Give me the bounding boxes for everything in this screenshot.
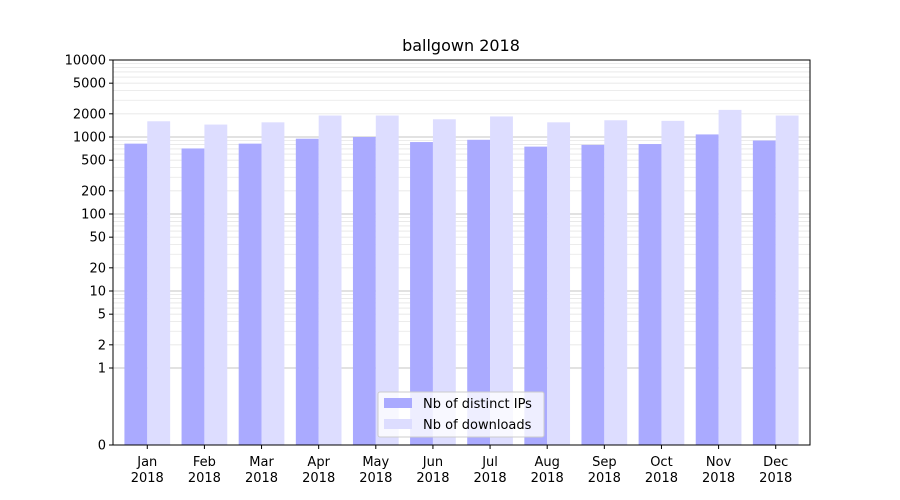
x-tick-label-month: Oct xyxy=(650,455,672,470)
plot-area xyxy=(112,59,811,446)
bar-downloads xyxy=(490,116,513,445)
x-tick-label-year: 2018 xyxy=(531,471,564,486)
y-tick-label: 5 xyxy=(98,308,106,323)
bar-ips xyxy=(352,137,376,445)
x-tick-label-year: 2018 xyxy=(645,471,678,486)
x-tick-label-year: 2018 xyxy=(702,471,735,486)
x-tick-label-year: 2018 xyxy=(474,471,507,486)
x-tick-label-month: May xyxy=(362,455,389,470)
x-axis: Jan2018Feb2018Mar2018Apr2018May2018Jun20… xyxy=(131,445,792,486)
chart-title: ballgown 2018 xyxy=(402,36,520,55)
bar-ips xyxy=(295,138,319,446)
y-tick-label: 1 xyxy=(98,362,106,377)
y-tick-label: 50 xyxy=(89,231,106,246)
bar-downloads xyxy=(261,122,285,446)
x-tick-label-month: Mar xyxy=(249,455,274,470)
x-tick-label-year: 2018 xyxy=(359,471,392,486)
y-tick-label: 5000 xyxy=(73,77,106,92)
bar-ips xyxy=(524,146,548,445)
y-tick-label: 100 xyxy=(81,208,106,223)
y-tick-label: 500 xyxy=(81,154,106,169)
x-tick-label-month: Aug xyxy=(535,455,560,470)
bar-downloads xyxy=(547,122,571,446)
x-tick-label-month: Feb xyxy=(193,455,216,470)
y-tick-label: 2 xyxy=(98,338,106,353)
bar-ips xyxy=(581,144,605,445)
x-tick-label-year: 2018 xyxy=(131,471,164,486)
legend-label: Nb of distinct IPs xyxy=(423,397,532,412)
x-tick-label-year: 2018 xyxy=(759,471,792,486)
legend-label: Nb of downloads xyxy=(423,418,532,433)
x-tick-label-year: 2018 xyxy=(302,471,335,486)
bar-ips xyxy=(467,139,491,445)
bar-ips xyxy=(410,142,433,445)
bar-ips xyxy=(181,148,205,445)
x-tick-label-month: Nov xyxy=(706,455,732,470)
x-tick-label-month: Jul xyxy=(481,455,498,470)
grid-lines xyxy=(113,59,810,369)
y-tick-label: 0 xyxy=(98,439,106,454)
y-tick-label: 200 xyxy=(81,184,106,199)
bar-ips xyxy=(124,143,148,445)
bar-downloads xyxy=(375,115,399,445)
x-tick-label-year: 2018 xyxy=(416,471,449,486)
legend: Nb of distinct IPs Nb of downloads xyxy=(377,391,545,438)
y-tick-label: 10 xyxy=(89,285,106,300)
y-axis: 0 1 2 5 10 20 50 100 200 500 1000 2000 5000 10000 xyxy=(65,54,113,454)
x-tick-label-month: Apr xyxy=(307,455,330,470)
bar-downloads xyxy=(204,124,228,446)
bar-downloads xyxy=(318,115,342,445)
x-tick-label-month: Jun xyxy=(422,455,443,470)
x-tick-label-year: 2018 xyxy=(188,471,221,486)
bar-ips xyxy=(238,143,262,445)
x-tick-label-year: 2018 xyxy=(245,471,278,486)
y-tick-label: 10000 xyxy=(65,54,106,69)
x-tick-label-month: Sep xyxy=(592,455,617,470)
bar-downloads xyxy=(432,119,456,445)
x-tick-label-month: Dec xyxy=(763,455,788,470)
y-tick-label: 20 xyxy=(89,261,106,276)
legend-swatch xyxy=(384,419,412,429)
x-tick-label-year: 2018 xyxy=(588,471,621,486)
bar-downloads xyxy=(604,120,628,446)
x-tick-label-month: Jan xyxy=(136,455,157,470)
bar-ips xyxy=(695,134,719,445)
y-tick-label: 1000 xyxy=(73,131,106,146)
y-tick-label: 2000 xyxy=(73,107,106,122)
bar-downloads xyxy=(147,121,171,445)
bar-downloads xyxy=(718,109,742,445)
bar-ips xyxy=(638,144,662,446)
bar-ips xyxy=(752,140,776,446)
bars xyxy=(124,109,799,446)
bar-downloads xyxy=(775,115,799,445)
legend-box xyxy=(377,391,545,438)
bar-downloads xyxy=(661,120,685,445)
legend-swatch xyxy=(384,398,412,408)
